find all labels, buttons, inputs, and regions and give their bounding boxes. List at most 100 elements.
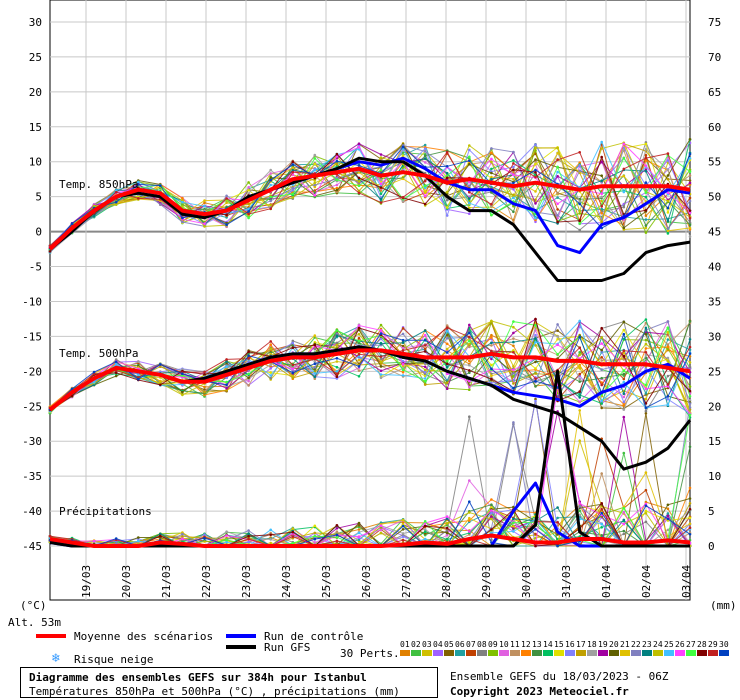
snowflake-icon: ❄: [52, 651, 60, 666]
member-point: [203, 385, 206, 389]
member-line-t850: [49, 152, 691, 250]
member-point: [468, 479, 471, 482]
member-point: [688, 179, 692, 182]
member-point: [335, 332, 339, 336]
member-point: [468, 342, 471, 346]
member-point: [423, 368, 427, 372]
member-point: [490, 213, 493, 217]
member-point: [225, 197, 228, 200]
member-point: [423, 528, 427, 531]
member-point: [114, 200, 118, 204]
member-point: [335, 329, 339, 332]
member-point: [688, 168, 692, 171]
pert-swatch: [587, 650, 597, 656]
member-point: [313, 194, 317, 197]
member-point: [445, 171, 449, 175]
member-point: [137, 183, 140, 186]
member-point: [556, 158, 559, 162]
member-point: [534, 220, 537, 224]
x-tick-label: 22/03: [200, 565, 213, 598]
member-point: [666, 320, 670, 323]
member-point: [423, 365, 427, 369]
member-point: [357, 375, 361, 378]
member-point: [578, 377, 581, 381]
series-t500-mean: [48, 348, 691, 412]
legend-gfs-label: Run GFS: [264, 641, 311, 654]
member-point: [313, 360, 317, 363]
pert-number: 14: [543, 640, 553, 649]
member-point: [313, 541, 317, 544]
member-point: [622, 518, 626, 522]
member-point: [622, 392, 626, 396]
member-point: [622, 142, 626, 146]
member-point: [335, 341, 339, 345]
member-point: [181, 393, 184, 397]
member-point: [291, 341, 295, 345]
member-point: [335, 370, 339, 373]
member-point: [644, 520, 648, 524]
member-point: [423, 186, 427, 190]
member-point: [600, 326, 603, 330]
member-point: [468, 197, 471, 200]
member-point: [490, 157, 493, 161]
member-point: [490, 167, 493, 171]
member-point: [291, 186, 295, 190]
member-point: [468, 519, 471, 522]
member-point: [578, 353, 581, 357]
y-left-tick-label: 0: [35, 226, 42, 239]
member-point: [423, 194, 427, 198]
member-point: [600, 336, 603, 339]
member-point: [534, 162, 537, 166]
pert-number: 13: [532, 640, 542, 649]
member-point: [247, 376, 250, 380]
member-point: [269, 199, 273, 203]
member-point: [512, 320, 515, 323]
x-tick-label: 30/03: [520, 565, 533, 598]
member-point: [379, 182, 383, 186]
member-point: [401, 349, 405, 352]
legend-gfs-swatch: [226, 645, 256, 649]
member-point: [269, 528, 273, 532]
member-point: [556, 521, 559, 524]
member-point: [600, 356, 603, 359]
member-point: [644, 409, 648, 413]
member-point: [556, 516, 559, 520]
pert-swatch: [554, 650, 564, 656]
member-point: [313, 537, 317, 541]
member-point: [688, 174, 692, 177]
member-point: [401, 341, 405, 345]
member-point: [534, 544, 537, 548]
member-point: [578, 513, 581, 517]
member-point: [445, 538, 449, 541]
member-point: [247, 181, 250, 184]
member-point: [644, 488, 648, 492]
x-tick-label: 27/03: [400, 565, 413, 598]
member-point: [622, 506, 626, 510]
altitude-label: Alt. 53m: [8, 616, 61, 629]
member-point: [445, 198, 449, 202]
member-point: [291, 367, 295, 371]
member-point: [688, 522, 692, 526]
member-point: [666, 503, 670, 507]
member-point: [357, 142, 361, 145]
pert-number: 24: [653, 640, 663, 649]
member-point: [423, 154, 427, 158]
member-point: [556, 506, 559, 509]
y-right-tick-label: 70: [708, 51, 721, 64]
member-point: [203, 204, 206, 208]
member-point: [445, 381, 449, 385]
member-point: [578, 219, 581, 222]
member-point: [490, 319, 493, 323]
member-point: [688, 152, 692, 156]
member-point: [313, 183, 317, 187]
member-point: [423, 333, 427, 337]
member-point: [468, 371, 471, 375]
member-point: [512, 210, 515, 214]
x-tick-label: 24/03: [280, 565, 293, 598]
member-point: [114, 371, 118, 375]
member-point: [512, 340, 515, 344]
member-point: [137, 373, 140, 377]
y-left-tick-label: -20: [22, 365, 42, 378]
x-tick-label: 26/03: [360, 565, 373, 598]
pert-number: 22: [631, 640, 641, 649]
